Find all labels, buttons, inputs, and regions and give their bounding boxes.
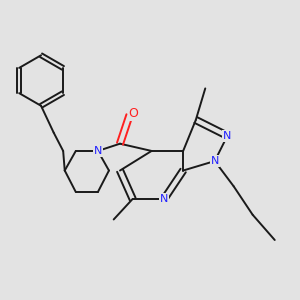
Text: N: N — [211, 156, 219, 166]
Text: O: O — [129, 107, 139, 120]
Text: N: N — [160, 194, 168, 204]
Text: N: N — [223, 131, 232, 141]
Text: N: N — [94, 146, 102, 156]
